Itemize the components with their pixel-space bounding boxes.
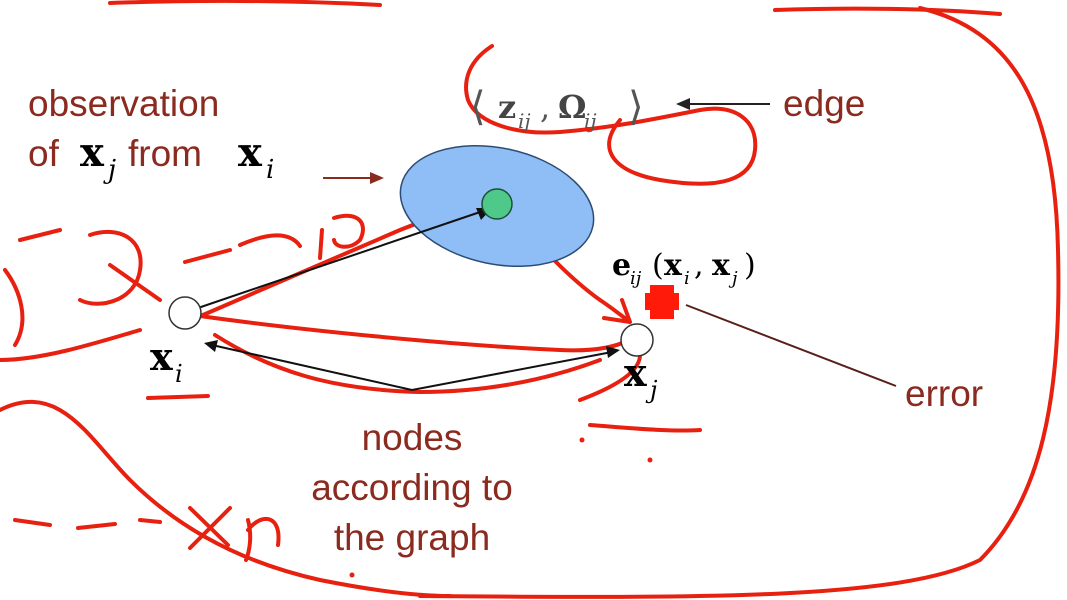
- ink-xj-underline: [588, 423, 702, 433]
- node-xi: [168, 296, 202, 330]
- ink-arrow-dashes: [183, 233, 302, 264]
- observation-of: of: [28, 133, 60, 174]
- node-xi-subscript: i: [175, 360, 183, 388]
- observation-xi: x: [238, 129, 263, 176]
- nodes-line2: according to: [311, 467, 513, 508]
- edge-z-subscript: ij: [518, 109, 531, 133]
- observation-xj: x: [80, 129, 105, 176]
- edge-comma: ,: [540, 88, 550, 126]
- ink-dot-1: [579, 437, 585, 443]
- error-xj: x: [712, 248, 731, 283]
- edge-omega-subscript: ij: [584, 109, 597, 133]
- node-xj-x: x: [624, 350, 647, 395]
- ink-top-stroke: [108, 0, 1002, 16]
- ink-p-letter: [318, 213, 365, 260]
- nodes-label: nodes according to the graph: [311, 417, 513, 558]
- edge-label: edge: [783, 83, 865, 124]
- error-xi-subscript: i: [684, 268, 690, 289]
- error-expression: e ij ( x i , x j ): [612, 248, 756, 289]
- edge-close-bracket: ⟩: [628, 84, 644, 130]
- error-open-paren: (: [652, 248, 664, 283]
- nodes-pointer-lines: [204, 340, 620, 391]
- error-close-paren: ): [744, 248, 756, 283]
- observation-pointer-arrow: [323, 172, 384, 184]
- node-xi-label: x i: [150, 334, 183, 388]
- error-xj-subscript: j: [728, 268, 738, 289]
- ink-bottom-xn: [13, 506, 281, 562]
- ink-bottom-left-swoop: [0, 328, 452, 598]
- observation-arrow: [197, 208, 492, 309]
- observed-node: [481, 188, 513, 220]
- error-comma: ,: [694, 248, 704, 283]
- edge-omega: Ω: [558, 88, 586, 126]
- ink-xi-underline: [146, 394, 210, 400]
- edge-z: z: [498, 88, 516, 126]
- ink-edge-scribble: [464, 44, 758, 186]
- edge-open-bracket: ⟨: [470, 84, 486, 130]
- node-xj-label: x j: [624, 350, 658, 404]
- nodes-line3: the graph: [334, 517, 490, 558]
- ink-dot-3: [349, 572, 355, 578]
- observation-xi-subscript: i: [266, 155, 274, 185]
- ink-left-scribble: [3, 228, 162, 347]
- ink-right-loop: [418, 6, 1061, 599]
- error-e: e: [612, 248, 631, 283]
- error-label: error: [905, 373, 983, 414]
- nodes-line1: nodes: [362, 417, 463, 458]
- node-xj: [620, 323, 654, 357]
- ink-nodes-loop: [198, 314, 642, 402]
- error-pointer-line: [685, 304, 897, 387]
- ink-dot-2: [647, 457, 653, 463]
- edge-expression: ⟨ z ij , Ω ij ⟩: [470, 84, 644, 133]
- plus-cross-icon: [645, 285, 679, 319]
- error-xi: x: [664, 248, 683, 283]
- error-e-subscript: ij: [630, 268, 642, 289]
- node-xj-subscript: j: [645, 376, 658, 404]
- edge-pointer-arrow: [676, 98, 770, 110]
- observation-from: from: [128, 133, 202, 174]
- observation-label: observation of x j from x i: [28, 83, 274, 185]
- observation-line1: observation: [28, 83, 219, 124]
- observation-xj-subscript: j: [103, 155, 116, 185]
- node-xi-x: x: [150, 334, 173, 379]
